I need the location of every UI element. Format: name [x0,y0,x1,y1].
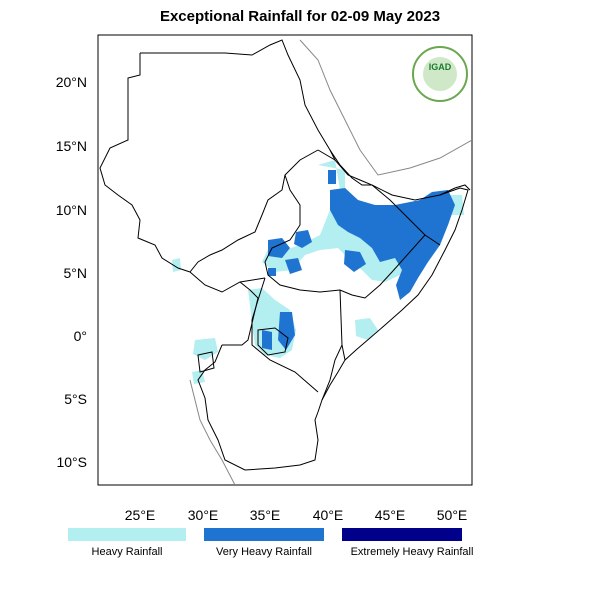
legend-swatch-heavy [68,528,186,541]
country-borders [99,39,471,471]
lat-label-5n: 5°N [63,265,88,281]
igad-logo-emblem [423,57,457,91]
heavy-rainfall-areas [172,160,464,384]
lon-label-35e: 35°E [249,507,281,523]
lat-label-10s: 10°S [56,454,87,470]
lat-label-20n: 20°N [55,74,87,90]
lon-label-30e: 30°E [187,507,219,523]
igad-logo: IGAD [412,46,468,102]
lat-label-15n: 15°N [55,138,87,154]
igad-logo-text: IGAD [428,62,452,72]
legend-label-heavy: Heavy Rainfall [91,546,163,558]
legend-swatch-extreme [342,528,462,541]
lon-label-40e: 40°E [312,507,344,523]
legend-label-extreme: Extremely Heavy Rainfall [350,546,474,558]
red-sea-coast [299,39,472,176]
west-coast-lake [189,379,236,485]
lat-label-5s: 5°S [64,391,87,407]
map-title: Exceptional Rainfall for 02-09 May 2023 [159,8,441,25]
very-heavy-rainfall-areas [262,170,455,350]
lat-label-10n: 10°N [55,202,87,218]
legend-label-very-heavy: Very Heavy Rainfall [216,546,312,558]
lon-label-50e: 50°E [436,507,468,523]
legend-swatch-very-heavy [204,528,324,541]
lat-label-0: 0° [73,328,87,344]
lon-label-45e: 45°E [374,507,406,523]
lon-label-25e: 25°E [124,507,156,523]
